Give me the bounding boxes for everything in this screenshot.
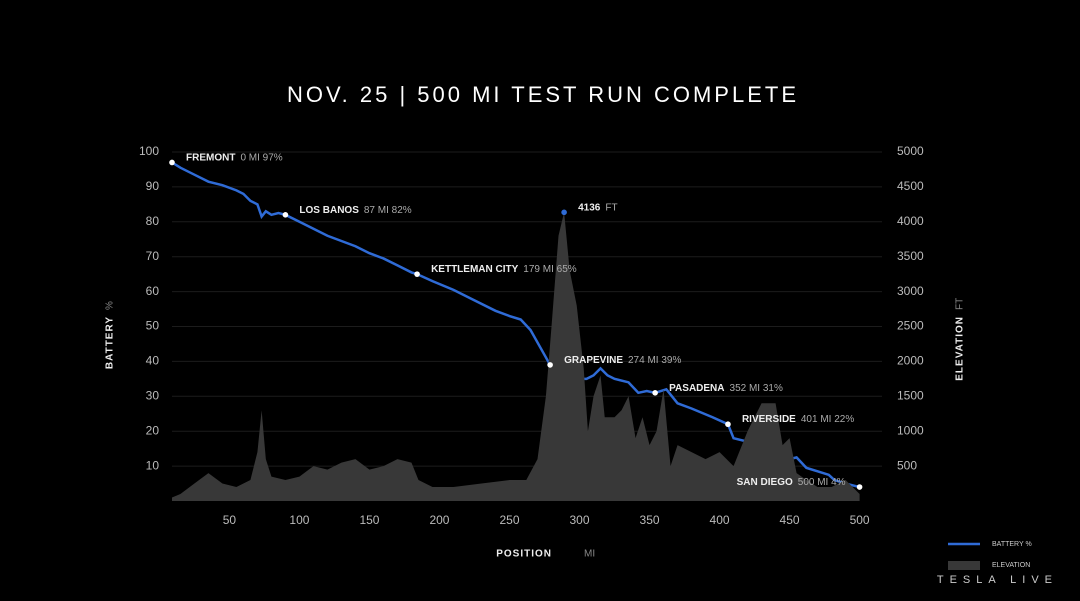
x-tick-label: 350	[640, 513, 660, 527]
annotation-label: LOS BANOS 87 MI 82%	[299, 204, 411, 215]
y2-tick-label: 4000	[897, 214, 924, 228]
annotation-point	[725, 421, 731, 428]
elevation-area	[172, 212, 860, 502]
annotation-label: KETTLEMAN CITY 179 MI 65%	[431, 264, 577, 275]
footer-brand: TESLA LIVE	[937, 574, 1058, 586]
x-tick-label: 150	[359, 513, 379, 527]
annotation-name: SAN DIEGO	[737, 477, 793, 488]
annotation-label: PASADENA 352 MI 31%	[669, 382, 783, 393]
annotation-detail: FT	[605, 202, 617, 213]
y-tick-label: 50	[146, 319, 160, 333]
annotation-detail: 352 MI 31%	[730, 382, 783, 393]
y-axis-unit: %	[105, 301, 116, 310]
x-tick-label: 100	[289, 513, 309, 527]
annotation-name: FREMONT	[186, 152, 235, 163]
annotation-label: FREMONT 0 MI 97%	[186, 152, 283, 163]
annotation-detail: 179 MI 65%	[523, 264, 576, 275]
y2-tick-label: 5000	[897, 144, 924, 158]
y-tick-label: 90	[146, 179, 160, 193]
annotation-point	[547, 362, 553, 368]
annotation-point	[414, 271, 420, 277]
x-axis-unit: MI	[584, 549, 595, 560]
y2-axis-label: ELEVATION	[955, 316, 966, 381]
plot	[171, 161, 860, 502]
x-tick-label: 450	[780, 513, 800, 527]
y2-axis-unit: FT	[955, 298, 966, 310]
legend-label: BATTERY %	[992, 541, 1032, 548]
y-tick-label: 70	[146, 249, 160, 263]
y2-tick-label: 4500	[897, 179, 924, 193]
y-tick-label: 60	[146, 284, 160, 298]
annotation-detail: 401 MI 22%	[801, 414, 854, 425]
annotation-name: GRAPEVINE	[564, 355, 623, 366]
x-tick-label: 250	[499, 513, 519, 527]
legend-swatch	[948, 561, 980, 570]
annotation-detail: 0 MI 97%	[240, 152, 282, 163]
y2-tick-label: 3500	[897, 249, 924, 263]
annotation-detail: 500 MI 4%	[798, 477, 846, 488]
annotation-point	[856, 484, 863, 490]
x-tick-label: 500	[850, 513, 870, 527]
annotation-name: 4136	[578, 202, 601, 213]
annotation-detail: 274 MI 39%	[628, 355, 681, 366]
y2-tick-label: 2500	[897, 319, 924, 333]
annotation-point	[652, 390, 658, 396]
annotation-point	[169, 159, 175, 166]
y-axis-label: BATTERY	[105, 316, 116, 369]
annotation-name: PASADENA	[669, 382, 724, 393]
annotation-point	[561, 209, 567, 216]
annotation-label: GRAPEVINE 274 MI 39%	[564, 355, 681, 366]
chart-title: NOV. 25 | 500 MI TEST RUN COMPLETE	[287, 82, 799, 107]
annotation-point	[282, 212, 289, 218]
x-tick-label: 300	[569, 513, 589, 527]
x-tick-label: 200	[429, 513, 449, 527]
y-tick-label: 10	[146, 458, 160, 472]
annotation-label: SAN DIEGO 500 MI 4%	[737, 477, 846, 488]
annotation-label: 4136 FT	[578, 202, 617, 213]
y2-tick-label: 3000	[897, 284, 924, 298]
x-tick-label: 50	[223, 513, 237, 527]
x-tick-label: 400	[710, 513, 730, 527]
y2-tick-label: 2000	[897, 354, 924, 368]
y2-tick-label: 1000	[897, 423, 924, 437]
legend-label: ELEVATION	[992, 562, 1030, 569]
annotation-detail: 87 MI 82%	[364, 204, 412, 215]
y2-tick-label: 500	[897, 458, 917, 472]
annotation-name: KETTLEMAN CITY	[431, 264, 519, 275]
y-tick-label: 20	[146, 423, 160, 437]
y-tick-label: 40	[146, 354, 160, 368]
y-tick-label: 30	[146, 388, 160, 402]
annotation-name: RIVERSIDE	[742, 414, 796, 425]
x-axis-label: POSITION	[496, 549, 552, 560]
annotation-name: LOS BANOS	[299, 204, 359, 215]
y-tick-label: 100	[139, 144, 159, 158]
annotation-label: RIVERSIDE 401 MI 22%	[742, 414, 854, 425]
y2-tick-label: 1500	[897, 388, 924, 402]
y-tick-label: 80	[146, 214, 160, 228]
